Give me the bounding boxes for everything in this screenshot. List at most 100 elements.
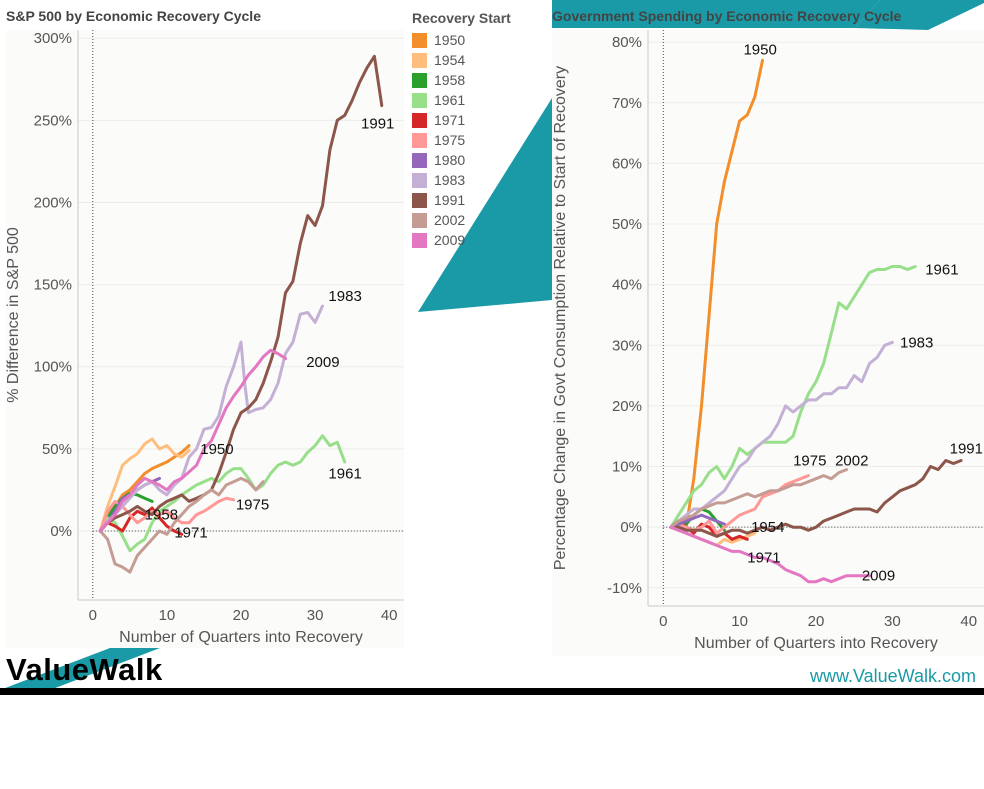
legend-item-1971: 1971 xyxy=(412,110,511,130)
legend-label: 1983 xyxy=(434,172,466,188)
y-tick-label: 80% xyxy=(612,34,642,51)
y-tick-label: 0% xyxy=(620,519,642,536)
y-tick-label: 0% xyxy=(50,523,72,540)
legend-swatch xyxy=(412,132,427,148)
legend-title: Recovery Start xyxy=(412,10,511,26)
y-axis-title: Percentage Change in Govt Consumption Re… xyxy=(552,66,569,570)
legend-label: 1958 xyxy=(434,72,466,88)
brand-bar xyxy=(0,688,984,695)
legend-label: 1991 xyxy=(434,192,466,208)
x-tick-label: 30 xyxy=(884,613,901,630)
title-banner-tail xyxy=(855,0,984,30)
series-label-1950: 1950 xyxy=(743,41,776,58)
x-tick-label: 20 xyxy=(808,613,825,630)
series-label-1983: 1983 xyxy=(328,288,361,305)
series-label-1991: 1991 xyxy=(361,116,394,133)
divider-wedge-shape xyxy=(418,98,552,312)
legend-label: 1961 xyxy=(434,92,466,108)
chart-1: 0% 50% 100% 150% 200% 250% 300% 0 10 20 30 40 1950 19… xyxy=(5,30,404,648)
series-line-1991 xyxy=(98,54,384,533)
chart-panel-bg xyxy=(6,30,404,648)
chart-panel-bg xyxy=(552,30,984,656)
x-tick-label: 40 xyxy=(381,607,398,624)
legend-label: 2009 xyxy=(434,232,466,248)
legend-swatch xyxy=(412,152,427,168)
x-tick-label: 20 xyxy=(233,607,250,624)
y-tick-label: 60% xyxy=(612,155,642,172)
y-tick-label: 70% xyxy=(612,95,642,112)
legend-item-1991: 1991 xyxy=(412,190,511,210)
series-label-1961: 1961 xyxy=(925,261,958,278)
series-label-1971: 1971 xyxy=(747,549,780,566)
legend-swatch xyxy=(412,32,427,48)
series-label-1983: 1983 xyxy=(900,334,933,351)
y-tick-label: 50% xyxy=(42,441,72,458)
title-banner-shape xyxy=(552,0,880,28)
series-line-1991 xyxy=(669,459,963,538)
series-label-1991: 1991 xyxy=(950,440,983,457)
left-chart-title: S&P 500 by Economic Recovery Cycle xyxy=(6,8,261,24)
legend-item-1954: 1954 xyxy=(412,50,511,70)
legend-items: 1950 1954 1958 1961 1971 1975 1980 1983 1991 2002… xyxy=(412,30,511,250)
brand-logo: ValueWalk xyxy=(6,652,163,687)
x-axis-title: Number of Quarters into Recovery xyxy=(119,629,363,646)
series-line-1971 xyxy=(98,506,184,536)
legend: Recovery Start 1950 1954 1958 1961 1971 1975 1… xyxy=(412,10,511,250)
y-tick-label: 20% xyxy=(612,398,642,415)
brand-url-link[interactable]: www.ValueWalk.com xyxy=(809,666,976,686)
legend-label: 2002 xyxy=(434,212,466,228)
series-line-1954 xyxy=(98,437,191,533)
series-line-1983 xyxy=(669,340,894,529)
legend-item-1975: 1975 xyxy=(412,130,511,150)
y-tick-label: 50% xyxy=(612,216,642,233)
chart-2: -10% 0% 10% 20% 30% 40% 50% 60% 70% 80% 0 10 20 30 40 1… xyxy=(552,30,984,656)
legend-swatch xyxy=(412,172,427,188)
right-chart-title: Government Spending by Economic Recovery… xyxy=(552,8,902,24)
series-label-2009: 2009 xyxy=(862,568,895,585)
legend-item-1980: 1980 xyxy=(412,150,511,170)
series-label-1961: 1961 xyxy=(328,466,361,483)
series-label-1971: 1971 xyxy=(174,525,207,542)
x-tick-label: 0 xyxy=(659,613,667,630)
series-line-2009 xyxy=(669,525,871,584)
legend-swatch xyxy=(412,92,427,108)
series-label-1954: 1954 xyxy=(751,519,784,536)
y-tick-label: 300% xyxy=(34,30,72,47)
legend-label: 1971 xyxy=(434,112,466,128)
legend-label: 1980 xyxy=(434,152,466,168)
y-tick-label: 40% xyxy=(612,277,642,294)
series-line-1961 xyxy=(98,434,347,553)
legend-swatch xyxy=(412,72,427,88)
x-tick-label: 30 xyxy=(307,607,324,624)
x-tick-label: 10 xyxy=(159,607,176,624)
series-label-1975: 1975 xyxy=(236,497,269,514)
y-tick-label: 30% xyxy=(612,337,642,354)
legend-label: 1975 xyxy=(434,132,466,148)
series-label-1950: 1950 xyxy=(200,441,233,458)
series-label-2002: 2002 xyxy=(835,452,868,469)
y-tick-label: 200% xyxy=(34,194,72,211)
legend-label: 1950 xyxy=(434,32,466,48)
series-line-1961 xyxy=(669,265,917,529)
series-label-1958: 1958 xyxy=(145,507,178,524)
legend-swatch xyxy=(412,192,427,208)
x-axis-title: Number of Quarters into Recovery xyxy=(694,635,938,652)
x-tick-label: 40 xyxy=(960,613,977,630)
series-label-1975: 1975 xyxy=(793,452,826,469)
series-line-1980 xyxy=(669,513,726,529)
brand-wedge-shape xyxy=(0,648,160,690)
legend-item-2002: 2002 xyxy=(412,210,511,230)
y-tick-label: -10% xyxy=(607,580,642,597)
series-line-2002 xyxy=(98,476,265,574)
x-tick-label: 0 xyxy=(89,607,97,624)
y-tick-label: 100% xyxy=(34,359,72,376)
y-tick-label: 150% xyxy=(34,277,72,294)
legend-swatch xyxy=(412,232,427,248)
legend-item-1983: 1983 xyxy=(412,170,511,190)
y-tick-label: 10% xyxy=(612,459,642,476)
legend-swatch xyxy=(412,212,427,228)
y-axis-title: % Difference in S&P 500 xyxy=(5,227,22,403)
series-line-2002 xyxy=(669,468,848,529)
